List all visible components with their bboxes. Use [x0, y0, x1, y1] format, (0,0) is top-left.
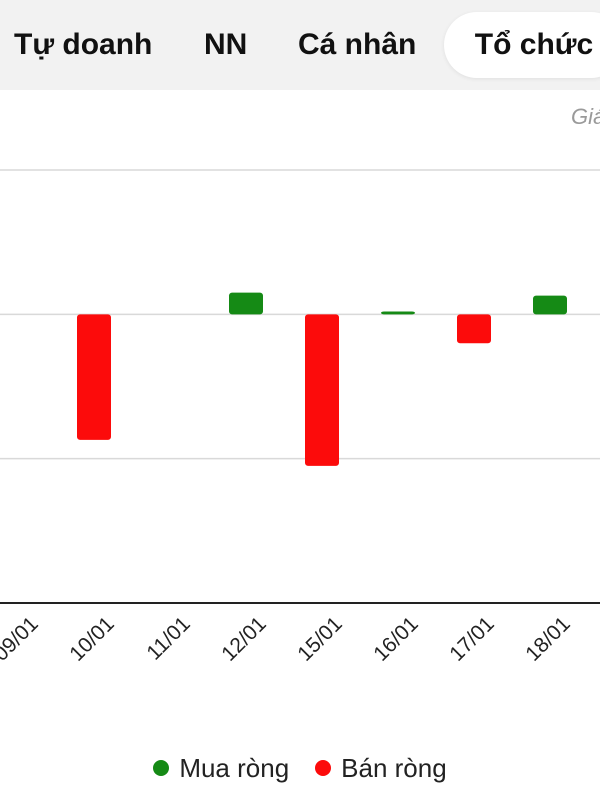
legend-label-buy: Mua ròng: [179, 752, 290, 783]
x-tick-label: 11/01: [142, 612, 194, 664]
bar-15-01: [305, 314, 339, 466]
x-tick-label: 09/01: [0, 612, 43, 665]
investor-type-tabs: Tự doanh NN Cá nhân Tổ chức: [0, 0, 600, 90]
x-tick-label: 17/01: [445, 612, 498, 665]
bar-16-01: [381, 311, 415, 315]
chart-legend: Mua ròng Bán ròng: [0, 750, 600, 786]
legend-label-sell: Bán ròng: [341, 752, 447, 783]
x-tick-label: 12/01: [217, 612, 270, 665]
bar-10-01: [77, 314, 111, 440]
tab-nn[interactable]: NN: [204, 28, 248, 61]
x-tick-label: 18/01: [521, 612, 574, 665]
net-trading-bar-chart: 09/01 10/01 11/01 12/01 15/01 16/01 17/01 18/01…: [0, 169, 600, 666]
tab-ca-nhan[interactable]: Cá nhân: [298, 28, 417, 61]
x-tick-label: 15/01: [293, 612, 346, 665]
bar-17-01: [457, 314, 491, 344]
tab-tu-doanh[interactable]: Tự doanh: [14, 28, 153, 61]
bar-12-01: [229, 292, 263, 315]
legend-dot-sell: [315, 760, 332, 776]
legend-dot-buy: [153, 760, 170, 776]
x-tick-label: 10/01: [65, 612, 118, 665]
legend-item-buy: Mua ròng: [153, 753, 289, 784]
unit-label: Giá: [571, 104, 600, 129]
x-tick-label: 16/01: [369, 612, 422, 665]
legend-item-sell: Bán ròng: [315, 753, 447, 784]
tab-to-chuc[interactable]: Tổ chức: [444, 12, 600, 78]
bar-18-01: [533, 295, 567, 315]
